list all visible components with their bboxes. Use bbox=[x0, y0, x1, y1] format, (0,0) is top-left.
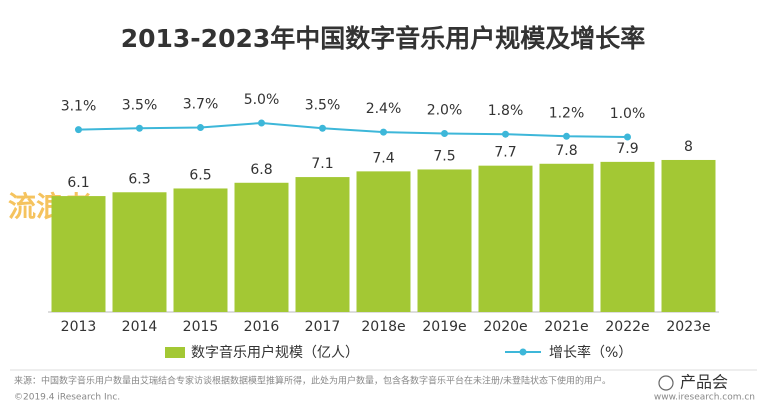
bar bbox=[295, 177, 350, 312]
line-value-label: 2.4% bbox=[366, 101, 402, 117]
line-value-label: 1.0% bbox=[610, 106, 646, 122]
line-value-label: 3.7% bbox=[183, 97, 219, 113]
line-value-label: 3.1% bbox=[61, 99, 97, 115]
legend-label: 数字音乐用户规模（亿人） bbox=[191, 344, 359, 361]
line-point bbox=[563, 132, 570, 140]
bar bbox=[478, 165, 533, 312]
x-tick-label: 2013 bbox=[61, 319, 97, 335]
line-point bbox=[624, 133, 631, 141]
x-tick-label: 2020e bbox=[483, 319, 527, 335]
x-tick-label: 2017 bbox=[305, 319, 341, 335]
line-point bbox=[75, 126, 82, 134]
x-tick-label: 2015 bbox=[183, 319, 219, 335]
website: www.iresearch.com.cn bbox=[654, 393, 755, 403]
brand: 产品会 bbox=[680, 373, 728, 392]
line-point bbox=[441, 130, 448, 137]
x-tick-label: 2014 bbox=[122, 319, 158, 335]
bar-value-label: 7.8 bbox=[555, 143, 577, 159]
line-value-label: 5.0% bbox=[244, 92, 280, 108]
bar-value-label: 7.5 bbox=[433, 148, 455, 164]
brand-icon bbox=[658, 375, 674, 391]
line-value-label: 1.2% bbox=[549, 105, 585, 121]
bar-value-label: 7.1 bbox=[311, 156, 333, 172]
x-tick-label: 2023e bbox=[666, 319, 710, 335]
x-tick-label: 2016 bbox=[244, 319, 280, 335]
bar-value-label: 6.3 bbox=[128, 171, 150, 187]
line-value-label: 3.5% bbox=[305, 97, 341, 113]
x-tick-label: 2019e bbox=[422, 319, 466, 335]
legend-swatch-dot bbox=[519, 348, 527, 356]
bar bbox=[417, 169, 472, 312]
x-tick-label: 2018e bbox=[361, 319, 405, 335]
bar-value-label: 6.5 bbox=[189, 167, 211, 183]
bar bbox=[173, 188, 228, 312]
bar bbox=[112, 192, 167, 312]
line-value-label: 2.0% bbox=[427, 103, 463, 119]
bar-value-label: 8 bbox=[684, 139, 693, 155]
x-tick-label: 2022e bbox=[605, 319, 649, 335]
line-value-label: 3.5% bbox=[122, 97, 158, 113]
line-value-label: 1.8% bbox=[488, 103, 524, 119]
bar-value-label: 6.8 bbox=[250, 162, 272, 178]
line-point bbox=[258, 119, 265, 127]
line bbox=[78, 121, 628, 138]
bar-value-label: 7.7 bbox=[494, 145, 516, 161]
chart-title: 2013-2023年中国数字音乐用户规模及增长率 bbox=[121, 24, 646, 53]
bar bbox=[234, 182, 289, 312]
bar bbox=[51, 196, 106, 312]
bar bbox=[661, 159, 716, 312]
line-point bbox=[319, 124, 326, 132]
bar-value-label: 6.1 bbox=[67, 175, 89, 191]
x-tick-label: 2021e bbox=[544, 319, 588, 335]
bar bbox=[539, 163, 594, 312]
copyright: ©2019.4 iResearch Inc. bbox=[14, 393, 120, 403]
legend-label: 增长率（%） bbox=[549, 344, 632, 361]
line-point bbox=[502, 130, 509, 138]
bar bbox=[356, 171, 411, 312]
line-point bbox=[380, 128, 387, 136]
line-point bbox=[136, 124, 143, 132]
bar bbox=[600, 161, 655, 312]
bar-value-label: 7.9 bbox=[616, 141, 638, 157]
bar-value-label: 7.4 bbox=[372, 150, 394, 166]
legend-swatch bbox=[165, 347, 185, 358]
line-point bbox=[197, 124, 204, 132]
source-note: 来源：中国数字音乐用户数量由艾瑞结合专家访谈根据数据模型推算所得，此处为用户数量… bbox=[14, 375, 611, 387]
